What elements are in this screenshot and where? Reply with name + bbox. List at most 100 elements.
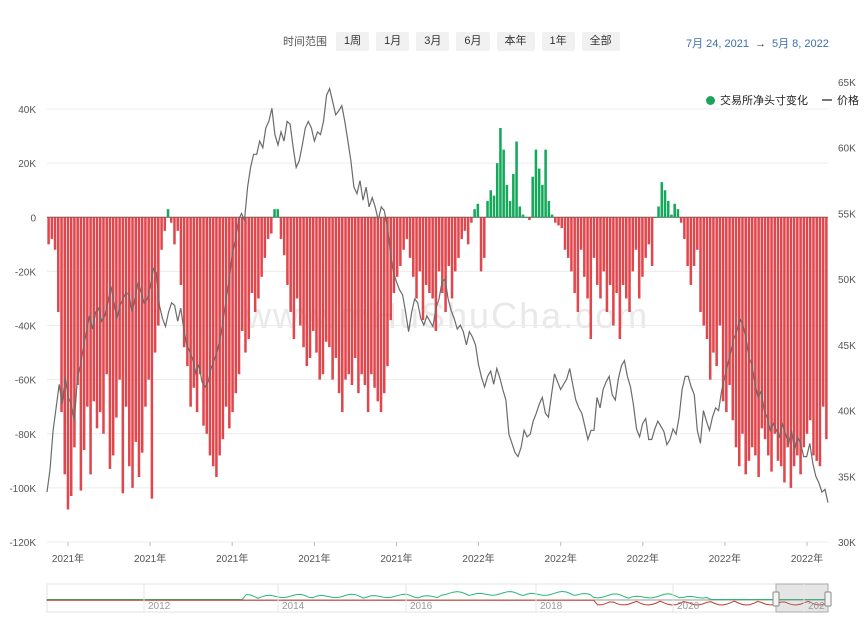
bar — [705, 217, 709, 340]
bar — [424, 217, 428, 285]
bar — [105, 217, 108, 375]
bar — [286, 217, 289, 285]
y-right-tick-label: 65K — [838, 78, 856, 89]
navigator-window — [775, 583, 829, 613]
bar — [350, 217, 354, 386]
bar — [292, 217, 296, 340]
bar — [66, 217, 70, 510]
bar — [647, 217, 651, 245]
navigator-tick-label: 2016 — [410, 601, 433, 612]
bar — [137, 217, 141, 478]
bar — [579, 217, 583, 250]
time-range-toolbar: 时间范围 1周 1月 3月 6月 本年 1年 全部 — [283, 31, 620, 51]
bar — [515, 141, 518, 218]
bar — [376, 217, 380, 402]
range-button-ytd[interactable]: 本年 — [496, 31, 535, 51]
bar — [160, 217, 163, 250]
date-range-start[interactable]: 7月 24, 2021 — [686, 38, 749, 50]
legend-item-bars[interactable]: 交易所净头寸变化 — [706, 92, 808, 108]
bar — [666, 201, 670, 218]
bar — [263, 217, 267, 258]
bar — [282, 217, 286, 256]
bar — [166, 209, 170, 218]
x-tick-label: 2021年 — [298, 552, 330, 565]
bar — [502, 149, 505, 218]
bar — [63, 217, 67, 475]
range-button-3m[interactable]: 3月 — [416, 31, 450, 51]
range-button-6m[interactable]: 6月 — [456, 31, 490, 51]
bar — [631, 217, 635, 272]
navigator-tick-label: 2014 — [282, 601, 305, 612]
bar — [615, 217, 618, 294]
bar — [418, 217, 422, 272]
bar — [69, 217, 73, 496]
bar — [599, 217, 602, 299]
bar — [95, 217, 99, 429]
bar — [234, 217, 238, 394]
bar — [712, 217, 715, 353]
bar — [453, 217, 457, 272]
bar — [673, 203, 676, 218]
bar — [405, 217, 409, 239]
bar — [392, 217, 396, 294]
y-right-tick-label: 50K — [838, 275, 856, 286]
bar — [731, 217, 735, 421]
range-button-all[interactable]: 全部 — [581, 31, 620, 51]
bar — [524, 217, 528, 218]
bar — [663, 190, 667, 218]
bar — [505, 184, 509, 218]
bar — [476, 203, 480, 218]
bar — [670, 214, 673, 218]
bar — [140, 217, 144, 453]
bar — [783, 217, 786, 483]
bar — [650, 217, 654, 266]
bar — [654, 217, 657, 218]
bar — [370, 217, 373, 375]
range-button-1m[interactable]: 1月 — [376, 31, 410, 51]
bar — [118, 217, 121, 380]
bar — [757, 217, 760, 478]
bar — [637, 217, 641, 299]
bar — [495, 163, 499, 218]
y-right-tick-label: 45K — [838, 341, 856, 352]
bar — [360, 217, 363, 375]
bar — [592, 217, 596, 258]
bar — [324, 217, 328, 342]
bar — [192, 217, 196, 388]
price-line — [46, 86, 829, 503]
navigator-right-handle[interactable] — [824, 591, 832, 607]
bar — [218, 217, 221, 456]
x-tick-label: 2021年 — [52, 552, 84, 565]
date-range-end[interactable]: 5月 8, 2022 — [772, 38, 829, 50]
bar — [460, 217, 463, 239]
range-button-1y[interactable]: 1年 — [541, 31, 575, 51]
date-range-display[interactable]: 7月 24, 2021 → 5月 8, 2022 — [686, 35, 829, 51]
time-range-label: 时间范围 — [283, 36, 327, 48]
bar — [431, 217, 434, 299]
x-tick-label: 2021年 — [134, 552, 166, 565]
bar — [825, 217, 828, 440]
bar — [328, 217, 331, 348]
bar — [199, 217, 202, 375]
bar — [608, 217, 612, 285]
bar — [679, 217, 683, 223]
navigator-left-handle[interactable] — [772, 591, 780, 607]
bar — [121, 217, 125, 494]
bar — [195, 217, 199, 413]
bar — [796, 217, 799, 456]
bar — [373, 217, 376, 388]
bar — [641, 217, 644, 277]
range-button-1w[interactable]: 1周 — [336, 31, 370, 51]
y-right-tick-label: 55K — [838, 209, 856, 220]
bar — [221, 217, 225, 440]
bar — [595, 217, 599, 285]
bar — [57, 217, 60, 312]
bar — [779, 217, 783, 467]
bar — [566, 217, 570, 258]
legend-item-price[interactable]: 价格 — [822, 92, 859, 108]
bar — [428, 217, 431, 294]
bar — [157, 217, 160, 326]
bar — [308, 217, 312, 358]
y-right-tick-label: 30K — [838, 538, 856, 549]
bar — [644, 217, 647, 258]
